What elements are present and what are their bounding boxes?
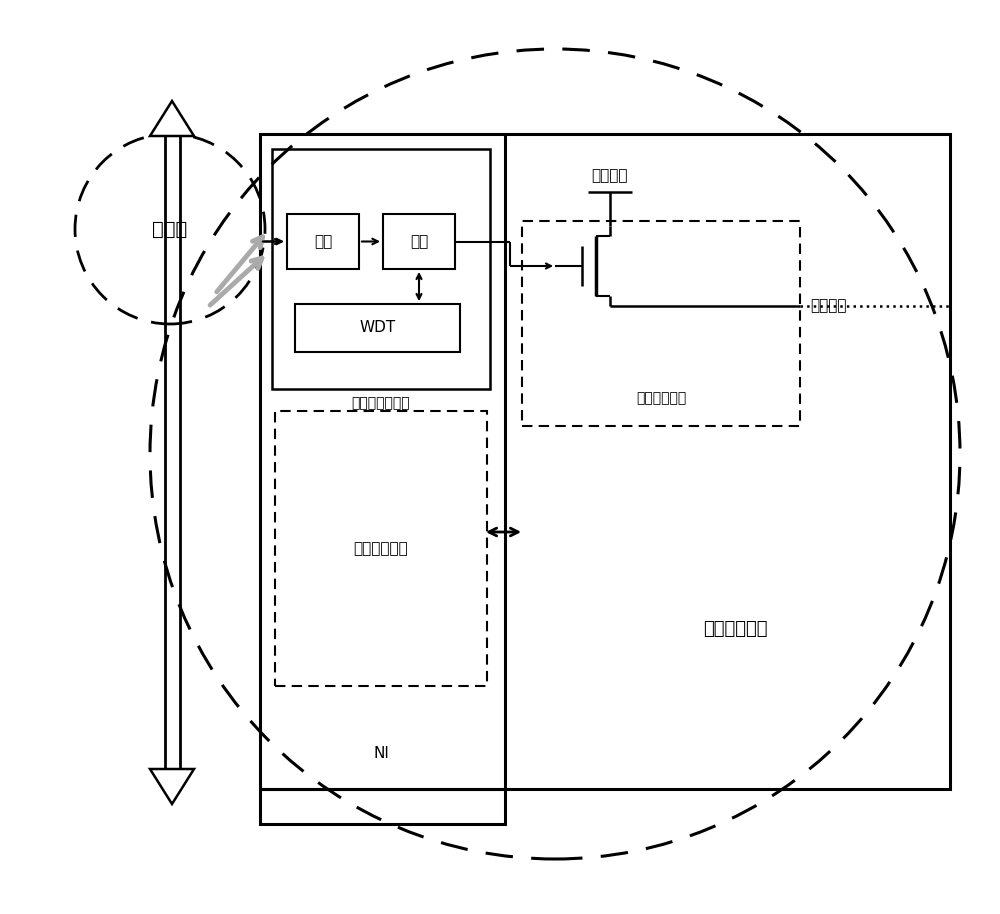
Bar	[260, 789, 505, 824]
Bar	[275, 411, 487, 686]
Text: 控制: 控制	[410, 234, 428, 249]
Text: NI: NI	[373, 747, 389, 761]
Bar	[383, 214, 455, 269]
Text: 路由器: 路由器	[152, 219, 188, 239]
Text: 芯片电源: 芯片电源	[592, 168, 628, 184]
Bar	[295, 304, 460, 352]
Text: 硬件自唤醒电路: 硬件自唤醒电路	[352, 396, 410, 410]
Polygon shape	[150, 101, 194, 136]
Bar	[522, 221, 800, 426]
Text: 译码: 译码	[314, 234, 332, 249]
Text: 网络接口电路: 网络接口电路	[354, 541, 408, 556]
Bar	[272, 149, 490, 389]
Bar	[287, 214, 359, 269]
Text: WDT: WDT	[359, 321, 396, 335]
Text: 电源使能电路: 电源使能电路	[636, 391, 686, 405]
Bar	[260, 134, 950, 789]
Polygon shape	[150, 769, 194, 804]
Text: 核心电源: 核心电源	[810, 299, 846, 314]
Text: 固定冒余核心: 固定冒余核心	[703, 620, 767, 638]
